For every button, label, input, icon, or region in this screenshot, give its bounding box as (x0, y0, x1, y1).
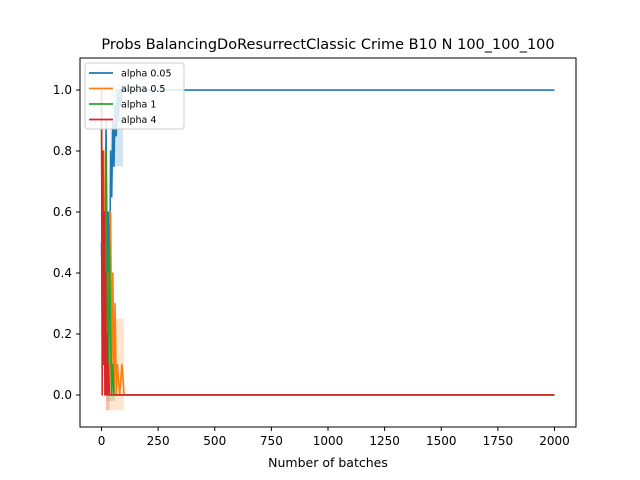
y-tick-label: 0.0 (53, 388, 72, 402)
y-tick-label: 0.2 (53, 327, 72, 341)
x-tick-label: 1500 (426, 434, 457, 448)
series-line-3 (100, 90, 555, 396)
x-tick-label: 1000 (313, 434, 344, 448)
x-tick-label: 1250 (369, 434, 400, 448)
x-tick-label: 500 (203, 434, 226, 448)
series-line-2 (100, 120, 555, 396)
x-tick-label: 0 (98, 434, 106, 448)
x-tick-label: 250 (147, 434, 170, 448)
y-tick-label: 1.0 (53, 83, 72, 97)
series-line-0 (100, 89, 555, 366)
x-tick-label: 2000 (539, 434, 570, 448)
x-axis: 0 250 500 750 1000 1250 1500 1750 2000 (98, 427, 570, 448)
y-tick-label: 0.6 (53, 205, 72, 219)
legend-label-2: alpha 1 (121, 100, 156, 111)
series-line-1 (100, 90, 555, 396)
x-tick-label: 750 (260, 434, 283, 448)
y-tick-label: 0.8 (53, 144, 72, 158)
legend-label-3: alpha 4 (121, 115, 156, 126)
x-tick-label: 1750 (483, 434, 514, 448)
y-tick-label: 0.4 (53, 266, 72, 280)
chart-title: Probs BalancingDoResurrectClassic Crime … (101, 37, 554, 53)
x-axis-label: Number of batches (268, 455, 388, 470)
series-lines (100, 89, 555, 396)
y-axis: 0.0 0.2 0.4 0.6 0.8 1.0 (53, 83, 80, 402)
legend: alpha 0.05 alpha 0.5 alpha 1 alpha 4 (84, 62, 185, 130)
legend-label-0: alpha 0.05 (121, 69, 172, 80)
legend-box (84, 62, 185, 130)
legend-label-1: alpha 0.5 (121, 84, 165, 95)
